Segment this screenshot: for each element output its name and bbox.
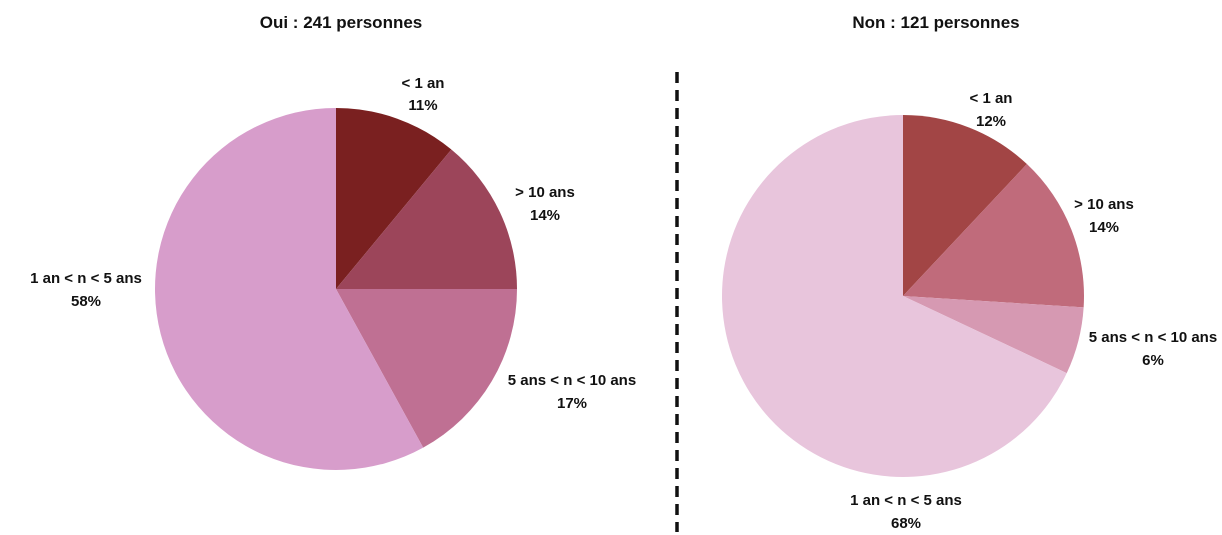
- pie-chart-1: Oui : 241 personnes < 1 an 11% > 10 ans 14% 5…: [30, 13, 636, 470]
- slice-value-label: 11%: [408, 97, 437, 114]
- slice-label: < 1 an: [970, 90, 1013, 107]
- slice-value-label: 12%: [976, 113, 1006, 130]
- slice-value-label: 58%: [71, 293, 101, 310]
- slice-value-label: 14%: [1089, 219, 1119, 236]
- slice-label: < 1 an: [402, 75, 445, 92]
- slice-value-label: 14%: [530, 207, 560, 224]
- slice-label: 1 an < n < 5 ans: [30, 270, 142, 287]
- pie-slice-1-an-n-5-ans: [721, 114, 1067, 477]
- chart-title: Non : 121 personnes: [852, 13, 1019, 32]
- slice-label: > 10 ans: [1074, 196, 1134, 213]
- pie-chart-2: Non : 121 personnes < 1 an 12% > 10 ans 14% 5…: [721, 13, 1217, 532]
- pie-slice-1-an-n-5-ans: [154, 108, 424, 470]
- slice-label: 5 ans < n < 10 ans: [1089, 329, 1217, 346]
- slice-label: > 10 ans: [515, 184, 575, 201]
- slice-label: 1 an < n < 5 ans: [850, 492, 962, 509]
- slice-value-label: 17%: [557, 395, 587, 412]
- slice-value-label: 6%: [1142, 352, 1164, 369]
- pie-slice-1-an: [336, 108, 452, 289]
- pie-slice-10-ans: [336, 149, 517, 289]
- pie-slice-5-ans-n-10-ans: [903, 296, 1084, 374]
- pie-slice-10-ans: [903, 164, 1084, 308]
- chart-title: Oui : 241 personnes: [260, 13, 423, 32]
- pie-slice-1-an: [903, 115, 1027, 296]
- pie-slice-5-ans-n-10-ans: [336, 289, 517, 448]
- slice-value-label: 68%: [891, 515, 921, 532]
- slice-label: 5 ans < n < 10 ans: [508, 372, 636, 389]
